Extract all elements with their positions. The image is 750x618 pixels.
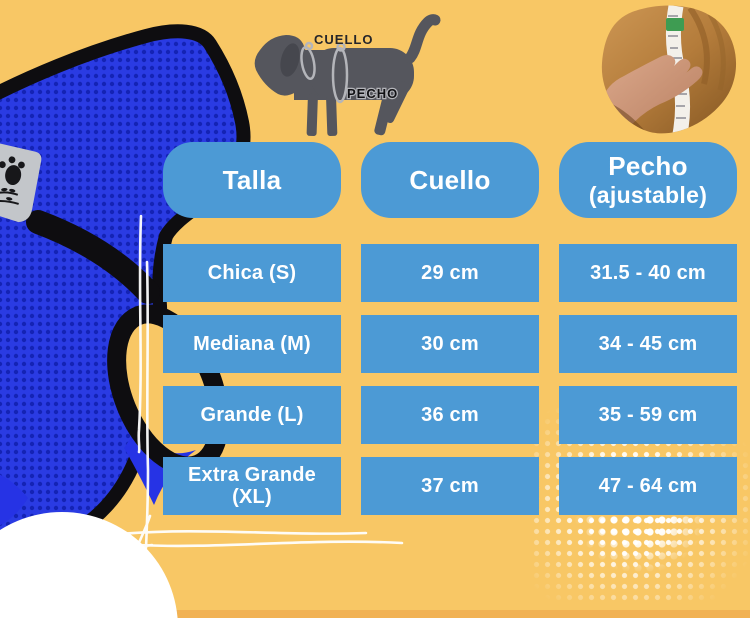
col-header-pecho: Pecho (ajustable) (559, 142, 737, 218)
table-header-row: Talla Cuello Pecho (ajustable) (163, 142, 737, 218)
chest-measure-line (331, 42, 349, 104)
col-header-talla: Talla (163, 142, 341, 218)
paw-print-icon (0, 156, 25, 186)
col-header-pecho-line2: (ajustable) (588, 181, 708, 208)
measuring-tape-photo (601, 5, 737, 134)
table-row: Chica (S) 29 cm 31.5 - 40 cm (163, 244, 737, 302)
laurel-branch-icon (0, 191, 19, 205)
dog-tail (404, 14, 441, 64)
harness-label-patch (0, 142, 42, 223)
table-row: Grande (L) 36 cm 35 - 59 cm (163, 386, 737, 444)
laurel-leaves (1, 187, 16, 201)
size-cell: Chica (S) (163, 244, 341, 302)
size-cell: Mediana (M) (163, 315, 341, 373)
bottom-accent-strip (0, 610, 750, 618)
neck-cell: 30 cm (361, 315, 539, 373)
col-header-pecho-line1: Pecho (608, 150, 688, 181)
harness-lining (0, 474, 28, 526)
neck-cell: 37 cm (361, 457, 539, 515)
chest-label: PECHO (347, 86, 398, 101)
table-row: Extra Grande (XL) 37 cm 47 - 64 cm (163, 457, 737, 515)
dog-ear (280, 43, 300, 77)
dog-silhouette-icon: CUELLO PECHO (254, 14, 441, 137)
neck-measure-line (300, 41, 316, 81)
neck-cell: 36 cm (361, 386, 539, 444)
chest-cell: 47 - 64 cm (559, 457, 737, 515)
size-cell: Extra Grande (XL) (163, 457, 341, 515)
chest-cell: 31.5 - 40 cm (559, 244, 737, 302)
table-row: Mediana (M) 30 cm 34 - 45 cm (163, 315, 737, 373)
neck-label: CUELLO (314, 32, 373, 47)
size-cell: Grande (L) (163, 386, 341, 444)
neck-cell: 29 cm (361, 244, 539, 302)
size-table: Talla Cuello Pecho (ajustable) Chica (S)… (163, 142, 737, 528)
harness-strap (26, 210, 160, 304)
tape-clip (666, 18, 684, 31)
chest-cell: 35 - 59 cm (559, 386, 737, 444)
chest-cell: 34 - 45 cm (559, 315, 737, 373)
col-header-cuello: Cuello (361, 142, 539, 218)
